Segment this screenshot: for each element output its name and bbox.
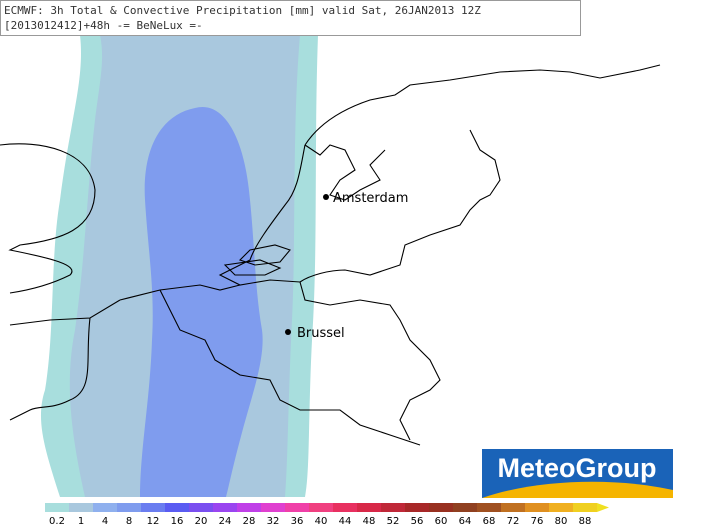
legend-label: 8 <box>126 516 132 527</box>
color-swatch <box>45 503 69 512</box>
legend-label: 16 <box>171 516 184 527</box>
header-frame <box>0 0 581 36</box>
title: ECMWF: 3h Total & Convective Precipitati… <box>4 4 481 17</box>
legend-label: 72 <box>507 516 520 527</box>
legend-label: 44 <box>339 516 352 527</box>
legend-label: 24 <box>219 516 232 527</box>
color-swatch <box>117 503 141 512</box>
legend-label: 76 <box>531 516 544 527</box>
color-swatch <box>141 503 165 512</box>
color-swatch <box>333 503 357 512</box>
legend-label: 68 <box>483 516 496 527</box>
color-swatch <box>261 503 285 512</box>
color-swatch <box>285 503 309 512</box>
logo: MeteoGroup <box>482 449 673 498</box>
legend-label: 64 <box>459 516 472 527</box>
color-swatch <box>357 503 381 512</box>
city-brussel: Brussel <box>285 326 345 341</box>
color-swatch <box>477 503 501 512</box>
legend-label: 52 <box>387 516 400 527</box>
header-box: ECMWF: 3h Total & Convective Precipitati… <box>0 0 581 36</box>
legend-label: 28 <box>243 516 256 527</box>
color-swatch <box>165 503 189 512</box>
colorbar-arrow <box>597 503 609 512</box>
borders <box>0 64 661 446</box>
color-swatch <box>237 503 261 512</box>
city-dot <box>323 194 329 200</box>
color-swatch <box>549 503 573 512</box>
logo-arc <box>482 481 673 498</box>
legend-label: 0.2 <box>49 516 65 527</box>
color-swatch <box>429 503 453 512</box>
precip-field <box>40 35 318 497</box>
city-label: Amsterdam <box>333 191 408 206</box>
legend-label: 36 <box>291 516 304 527</box>
legend-label: 56 <box>411 516 424 527</box>
color-swatch <box>309 503 333 512</box>
logo-text: MeteoGroup <box>498 453 657 483</box>
color-swatch <box>381 503 405 512</box>
legend-label: 48 <box>363 516 376 527</box>
color-swatch <box>213 503 237 512</box>
legend-label: 40 <box>315 516 328 527</box>
color-swatch <box>525 503 549 512</box>
city-label: Brussel <box>297 326 345 341</box>
color-swatch <box>405 503 429 512</box>
colorbar: 0.2 1 4 8 12 16 20 24 28 32 36 40 44 48 52 56 60 64 68 72 76… <box>45 503 609 527</box>
legend-label: 60 <box>435 516 448 527</box>
legend-label: 1 <box>78 516 84 527</box>
legend-label: 80 <box>555 516 568 527</box>
legend-label: 20 <box>195 516 208 527</box>
legend-label: 88 <box>579 516 592 527</box>
color-swatch <box>189 503 213 512</box>
legend-label: 4 <box>102 516 108 527</box>
subtitle: [2013012412]+48h -= BeNeLux =- <box>4 19 203 32</box>
color-swatch <box>573 503 597 512</box>
legend-label: 32 <box>267 516 280 527</box>
city-amsterdam: Amsterdam <box>323 191 408 206</box>
city-dot <box>285 329 291 335</box>
color-swatch <box>453 503 477 512</box>
legend-label: 12 <box>147 516 160 527</box>
color-swatch <box>93 503 117 512</box>
color-swatch <box>69 503 93 512</box>
color-swatch <box>501 503 525 512</box>
